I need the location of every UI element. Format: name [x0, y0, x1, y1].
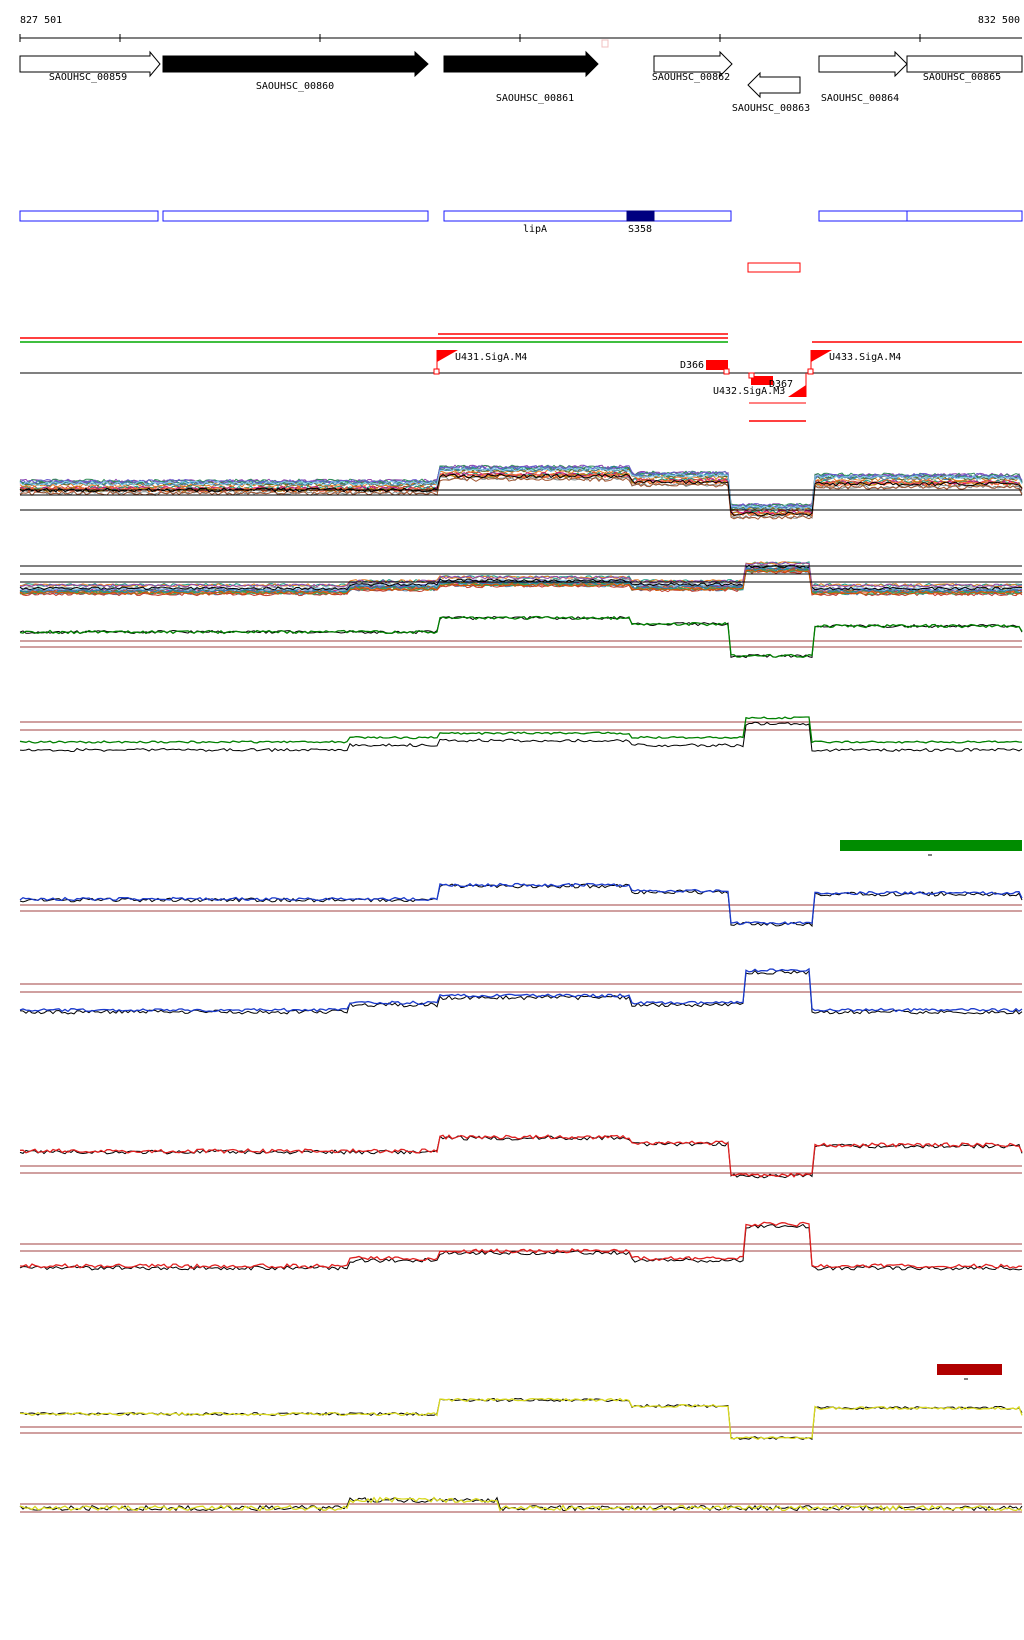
feature-label-S358: S358 [628, 224, 652, 235]
gene-track: SAOUHSC_00859 SAOUHSC_00860 SAOUHSC_0086… [19, 50, 1023, 114]
gene-label: SAOUHSC_00865 [923, 72, 1001, 83]
expression-profile-line [19, 716, 1023, 744]
red-region-box[interactable] [747, 262, 801, 273]
cluster-profile-line [19, 476, 1023, 520]
gene-label: SAOUHSC_00863 [732, 103, 810, 114]
cluster-profile-line [19, 476, 1023, 520]
annotation-track: lipA S358 [19, 210, 1023, 235]
highlight-bar-darkred[interactable] [937, 1364, 1002, 1375]
ruler-end-label: 832 500 [978, 15, 1020, 26]
expression-profile-line [19, 615, 1023, 659]
feature-label-lipA: lipA [523, 224, 547, 235]
expression-profile-line [19, 1221, 1023, 1269]
gene-arrow-SAOUHSC_00864[interactable] [818, 50, 908, 78]
cluster-profile-line [19, 569, 1023, 596]
cluster-profile-line [19, 467, 1023, 510]
expression-profile-line [19, 1134, 1023, 1178]
expression-profile-line [19, 615, 1023, 658]
gene-label: SAOUHSC_00860 [256, 81, 334, 92]
gene-label: SAOUHSC_00864 [821, 93, 899, 104]
gene-arrow-SAOUHSC_00860[interactable] [162, 50, 429, 78]
gene-arrow-SAOUHSC_00863[interactable] [747, 71, 801, 99]
cluster-profile-line [19, 564, 1023, 591]
gene-label: SAOUHSC_00859 [49, 72, 127, 83]
terminator-anchor [748, 372, 755, 379]
cluster-profile-line [19, 473, 1023, 517]
gene-arrow-SAOUHSC_00861[interactable] [443, 50, 599, 78]
feature-S358[interactable] [626, 210, 655, 222]
terminator-label-D367: D367 [769, 379, 793, 390]
promoter-label-U431: U431.SigA.M4 [455, 352, 527, 363]
cluster-profile-line [19, 561, 1023, 588]
gene-arrow-SAOUHSC_00862[interactable] [653, 50, 733, 78]
expression-profile-line [19, 883, 1023, 928]
cluster-profile-line [19, 565, 1023, 592]
promoter-label-U432: U432.SigA.M3 [713, 386, 785, 397]
expression-profile-line [19, 1223, 1023, 1271]
promoter-flag-U431[interactable] [437, 350, 458, 362]
expression-profile-line [19, 1135, 1023, 1179]
highlight-bar-green[interactable] [840, 840, 1022, 851]
ruler-start-label: 827 501 [20, 15, 62, 26]
annotation-box-lipA[interactable] [443, 210, 732, 222]
cluster-profile-line [19, 464, 1023, 508]
promoter-flag-U432[interactable] [788, 385, 806, 397]
coordinate-ruler: 827 501 832 500 [19, 15, 1022, 48]
promoter-anchor [807, 368, 814, 375]
promoter-label-U433: U433.SigA.M4 [829, 352, 901, 363]
annotation-box[interactable] [818, 210, 908, 222]
terminator-label-D366: D366 [680, 360, 704, 371]
expression-profile-line [19, 882, 1023, 926]
transcript-track: U431.SigA.M4 D366 D367 U432.SigA.M3 U433… [20, 333, 1022, 422]
promoter-flag-U433[interactable] [811, 350, 832, 362]
expression-profile-line [19, 969, 1023, 1015]
cluster-profile-line [19, 464, 1023, 508]
terminator-D366[interactable] [706, 360, 728, 370]
expression-profile-line [19, 721, 1023, 753]
expression-tracks [19, 464, 1023, 1513]
terminator-anchor [723, 368, 730, 375]
cluster-profile-line [19, 464, 1023, 508]
annotation-box[interactable] [906, 210, 1023, 222]
terminator-D367[interactable] [751, 376, 773, 385]
annotation-box[interactable] [19, 210, 159, 222]
gene-label: SAOUHSC_00862 [652, 72, 730, 83]
annotation-box[interactable] [162, 210, 429, 222]
expression-profile-line [19, 967, 1023, 1013]
gene-arrow-SAOUHSC_00865[interactable] [906, 55, 1023, 73]
cluster-profile-line [19, 567, 1023, 594]
gene-label: SAOUHSC_00861 [496, 93, 574, 104]
expression-profile-line [19, 1496, 1023, 1512]
ruler-position-marker[interactable] [601, 39, 609, 48]
expression-profile-line [19, 1397, 1023, 1441]
gene-arrow-SAOUHSC_00859[interactable] [19, 50, 161, 78]
promoter-anchor [433, 368, 440, 375]
